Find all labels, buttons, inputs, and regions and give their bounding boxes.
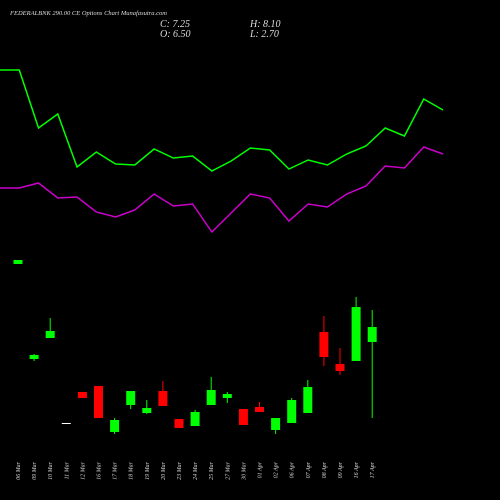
candle-body (61, 423, 71, 424)
x-tick-label: 09 Mar (32, 461, 38, 479)
candle-body (222, 394, 232, 398)
x-tick-label: 16 Apr (354, 461, 360, 478)
indicator-line (0, 69, 444, 172)
x-tick-label: 18 Mar (129, 461, 135, 479)
candle-body (335, 364, 345, 371)
x-tick-label: 24 Mar (192, 461, 199, 479)
x-tick-label: 07 Apr (306, 461, 312, 478)
x-tick-label: 16 Mar (97, 461, 103, 479)
candle-body (77, 392, 87, 398)
x-tick-label: 08 Apr (322, 461, 328, 478)
candle-body (29, 355, 39, 359)
x-tick-label: 02 Apr (274, 461, 280, 478)
candle-body (255, 407, 264, 412)
candle-body (110, 420, 120, 432)
header-high: H: 8.10 (249, 19, 281, 30)
x-tick-label: 17 Mar (113, 461, 119, 479)
x-tick-label: 25 Mar (209, 461, 215, 479)
x-tick-label: 20 Mar (161, 461, 167, 479)
candle-body (142, 408, 152, 413)
header-low: L: 2.70 (249, 29, 279, 40)
candle-body (271, 418, 281, 430)
candle-body (303, 387, 313, 413)
candle-body (287, 400, 297, 423)
candle-body (158, 391, 168, 406)
candle-body (94, 386, 103, 418)
candle-body (238, 409, 248, 425)
candle-body (13, 260, 23, 264)
chart-title: FEDERALBNK 290.00 CE Options Chart Munaf… (9, 10, 167, 17)
x-tick-label: 17 Apr (370, 461, 376, 478)
candle-body (126, 391, 136, 405)
indicator-line (0, 146, 444, 234)
candle-body (174, 419, 184, 428)
candle-body (351, 307, 361, 361)
candle-body (206, 390, 216, 405)
x-tick-label: 12 Mar (80, 461, 86, 479)
x-tick-label: 11 Mar (64, 461, 70, 479)
candle-body (367, 327, 377, 342)
x-tick-label: 23 Mar (177, 461, 183, 479)
x-tick-label: 01 Apr (258, 461, 264, 478)
candle-body (190, 412, 200, 426)
candle-body (45, 331, 55, 338)
x-tick-label: 06 Apr (290, 461, 296, 478)
x-tick-label: 06 Mar (16, 461, 22, 479)
x-tick-label: 30 Mar (241, 461, 247, 480)
x-tick-label: 27 Mar (225, 461, 231, 479)
x-tick-label: 19 Mar (145, 461, 151, 479)
candle-body (319, 332, 329, 357)
header-close: C: 7.25 (160, 19, 190, 30)
x-tick-label: 09 Apr (338, 461, 344, 478)
x-tick-label: 10 Mar (48, 461, 54, 479)
header-open: O: 6.50 (160, 29, 191, 40)
